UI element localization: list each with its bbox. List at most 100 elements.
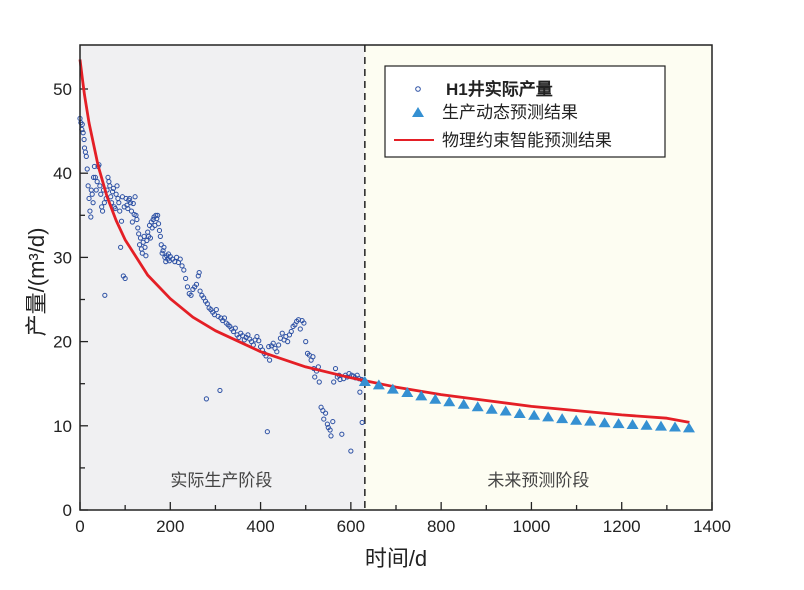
- actual-production-point: [114, 183, 120, 189]
- actual-production-point: [93, 187, 99, 193]
- actual-production-point: [81, 136, 87, 143]
- x-axis-title: 时间/d: [365, 546, 427, 571]
- actual-production-point: [89, 191, 95, 197]
- actual-production-point: [297, 326, 303, 332]
- actual-production-point: [128, 208, 135, 214]
- dynamic-prediction-point: [513, 408, 526, 419]
- actual-production-point: [108, 194, 114, 200]
- actual-production-point: [213, 307, 219, 313]
- dynamic-prediction-point: [668, 421, 681, 432]
- actual-production-point: [85, 183, 91, 189]
- dynamic-prediction-point: [485, 403, 498, 414]
- actual-production-point: [88, 214, 94, 220]
- dynamic-prediction-point: [358, 376, 371, 387]
- legend-label-actual: H1井实际产量: [446, 79, 553, 99]
- x-tick-label: 200: [156, 517, 184, 536]
- legend-label-physics: 物理约束智能预测结果: [442, 131, 612, 150]
- actual-production-point: [179, 263, 185, 269]
- actual-production-point: [196, 269, 202, 276]
- actual-production-point: [264, 429, 270, 435]
- actual-production-point: [101, 200, 107, 206]
- actual-production-point: [181, 267, 187, 273]
- x-tick-label: 400: [246, 517, 274, 536]
- actual-production-point: [183, 275, 189, 282]
- actual-production-point: [124, 202, 130, 208]
- actual-production-point: [303, 339, 309, 345]
- legend: H1井实际产量 生产动态预测结果 物理约束智能预测结果: [384, 65, 666, 158]
- actual-production-point: [331, 379, 337, 385]
- dynamic-prediction-point: [570, 414, 583, 425]
- actual-production-point: [327, 427, 333, 433]
- actual-production-point: [83, 153, 89, 159]
- actual-production-point: [80, 130, 86, 136]
- plot-frame: [79, 44, 713, 511]
- actual-production-point: [117, 208, 123, 214]
- actual-production-point: [147, 235, 154, 241]
- physics-prediction-line: [78, 59, 690, 424]
- actual-production-point: [129, 219, 135, 225]
- actual-production-point: [266, 344, 272, 350]
- actual-production-point: [267, 357, 273, 363]
- actual-production-point: [102, 292, 108, 298]
- dynamic-prediction-point: [401, 386, 414, 397]
- x-tick-label: 600: [337, 517, 365, 536]
- x-tick-label: 1200: [603, 517, 641, 536]
- y-tick-label: 30: [53, 248, 72, 267]
- actual-production-point: [316, 379, 322, 385]
- actual-production-point: [193, 281, 200, 287]
- actual-production-point: [155, 212, 161, 218]
- dynamic-prediction-point: [654, 420, 667, 431]
- x-tick-label: 800: [427, 517, 455, 536]
- actual-production-point: [134, 216, 140, 223]
- actual-production-point: [359, 419, 365, 426]
- actual-production-point: [328, 433, 334, 439]
- actual-production-point: [94, 179, 100, 185]
- dynamic-prediction-point: [556, 413, 569, 424]
- dynamic-prediction-point: [584, 415, 597, 426]
- actual-production-point: [254, 333, 260, 340]
- actual-production-point: [285, 339, 291, 345]
- actual-production-point: [339, 431, 345, 437]
- actual-production-point: [330, 418, 336, 425]
- y-tick-label: 50: [53, 80, 72, 99]
- actual-production-point: [188, 292, 194, 298]
- actual-production-point: [97, 183, 103, 189]
- dynamic-prediction-point: [640, 419, 653, 430]
- x-tick-label: 0: [75, 517, 84, 536]
- actual-production-point: [321, 416, 327, 422]
- actual-production-point: [159, 250, 165, 256]
- actual-production-point: [130, 200, 136, 207]
- dynamic-prediction-point: [612, 418, 625, 429]
- actual-production-point: [118, 218, 125, 224]
- actual-production-point: [153, 212, 159, 218]
- y-tick-label: 0: [63, 501, 72, 520]
- actual-production-point: [84, 166, 90, 172]
- actual-production-point: [301, 320, 307, 326]
- actual-production-point: [357, 389, 363, 395]
- legend-label-dynamic: 生产动态预测结果: [442, 103, 578, 122]
- y-axis-ticks: 0 10 20 30 40 50: [53, 80, 88, 520]
- dynamic-prediction-point: [372, 379, 385, 390]
- actual-production-point: [348, 448, 354, 454]
- actual-production-point: [288, 328, 294, 335]
- actual-production-point: [112, 205, 118, 212]
- region-label-forecast: 未来预测阶段: [487, 471, 589, 490]
- actual-production-point: [99, 208, 106, 214]
- actual-production-point: [161, 244, 167, 250]
- dynamic-prediction-point: [415, 390, 428, 401]
- actual-production-point: [122, 275, 128, 282]
- actual-production-point: [139, 250, 145, 256]
- actual-production-point: [136, 242, 143, 248]
- actual-production-point: [270, 340, 276, 346]
- actual-production-point: [156, 227, 163, 234]
- data-marks: [77, 59, 695, 454]
- actual-production-point: [256, 338, 262, 344]
- actual-production-point: [142, 244, 148, 250]
- actual-production-point: [132, 194, 138, 200]
- actual-production-point: [109, 189, 116, 195]
- dynamic-prediction-point: [471, 401, 484, 412]
- actual-production-point: [217, 387, 223, 394]
- actual-production-point: [177, 256, 183, 262]
- actual-production-point: [98, 191, 104, 197]
